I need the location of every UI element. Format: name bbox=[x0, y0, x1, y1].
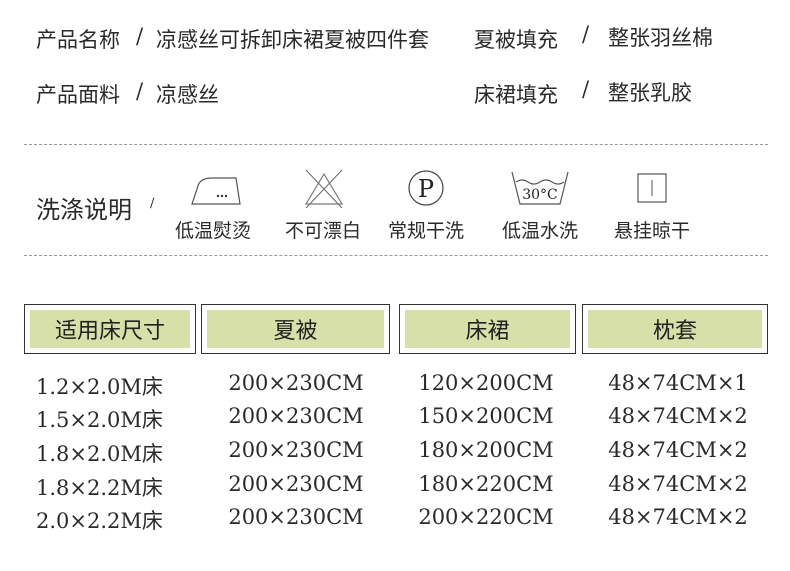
separator: / bbox=[136, 24, 144, 48]
cell-quilt: 200×230CM bbox=[228, 371, 364, 395]
cell-bed-size: 2.0×2.2M床 bbox=[36, 509, 163, 533]
value-quilt-filling: 整张羽丝棉 bbox=[608, 26, 713, 50]
cell-quilt: 200×230CM bbox=[228, 404, 364, 428]
header-bed-skirt: 床裙 bbox=[399, 304, 576, 354]
label-quilt-filling: 夏被填充 bbox=[474, 28, 558, 52]
cell-bed-skirt: 200×220CM bbox=[418, 505, 554, 529]
divider bbox=[24, 255, 768, 256]
separator: / bbox=[582, 77, 590, 101]
care-label-wash: 低温水洗 bbox=[501, 220, 578, 242]
cell-bed-skirt: 180×200CM bbox=[418, 438, 554, 462]
label-product-name: 产品名称 bbox=[36, 28, 120, 52]
cell-pillowcase: 48×74CM×2 bbox=[608, 438, 748, 462]
label-fabric: 产品面料 bbox=[36, 83, 120, 107]
cell-pillowcase: 48×74CM×2 bbox=[608, 505, 748, 529]
dry-clean-p-icon: P bbox=[408, 170, 444, 206]
wash-30c-icon: 30°C bbox=[511, 171, 569, 205]
cell-bed-size: 1.8×2.0M床 bbox=[36, 442, 163, 466]
cell-pillowcase: 48×74CM×1 bbox=[608, 371, 748, 395]
no-bleach-icon bbox=[304, 169, 344, 208]
cell-bed-size: 1.2×2.0M床 bbox=[36, 375, 163, 399]
care-title: 洗涤说明 bbox=[36, 196, 132, 224]
value-skirt-filling: 整张乳胶 bbox=[608, 81, 692, 105]
separator: / bbox=[136, 79, 144, 103]
care-label-dry-clean: 常规干洗 bbox=[387, 220, 464, 242]
cell-bed-skirt: 180×220CM bbox=[418, 472, 554, 496]
care-label-iron: 低温熨烫 bbox=[174, 220, 251, 242]
label-skirt-filling: 床裙填充 bbox=[474, 83, 558, 107]
header-bed-size: 适用床尺寸 bbox=[24, 304, 196, 354]
dry-clean-glyph: P bbox=[418, 175, 434, 203]
cell-pillowcase: 48×74CM×2 bbox=[608, 472, 748, 496]
cell-quilt: 200×230CM bbox=[228, 472, 364, 496]
cell-bed-skirt: 150×200CM bbox=[418, 404, 554, 428]
header-quilt: 夏被 bbox=[201, 304, 390, 354]
separator: / bbox=[150, 196, 155, 211]
divider bbox=[24, 144, 768, 145]
wash-temp-glyph: 30°C bbox=[522, 187, 558, 203]
separator: / bbox=[582, 22, 590, 46]
value-product-name: 凉感丝可拆卸床裙夏被四件套 bbox=[156, 28, 429, 52]
care-label-bleach: 不可漂白 bbox=[284, 220, 361, 242]
cell-quilt: 200×230CM bbox=[228, 438, 364, 462]
care-label-hang: 悬挂晾干 bbox=[613, 220, 690, 242]
hang-dry-icon bbox=[637, 173, 667, 203]
header-pillowcase: 枕套 bbox=[582, 304, 768, 354]
cell-bed-skirt: 120×200CM bbox=[418, 371, 554, 395]
value-fabric: 凉感丝 bbox=[156, 83, 219, 107]
cell-pillowcase: 48×74CM×2 bbox=[608, 404, 748, 428]
cell-bed-size: 1.8×2.2M床 bbox=[36, 476, 163, 500]
cell-bed-size: 1.5×2.0M床 bbox=[36, 408, 163, 432]
cell-quilt: 200×230CM bbox=[228, 505, 364, 529]
iron-low-temp-icon bbox=[191, 177, 241, 205]
